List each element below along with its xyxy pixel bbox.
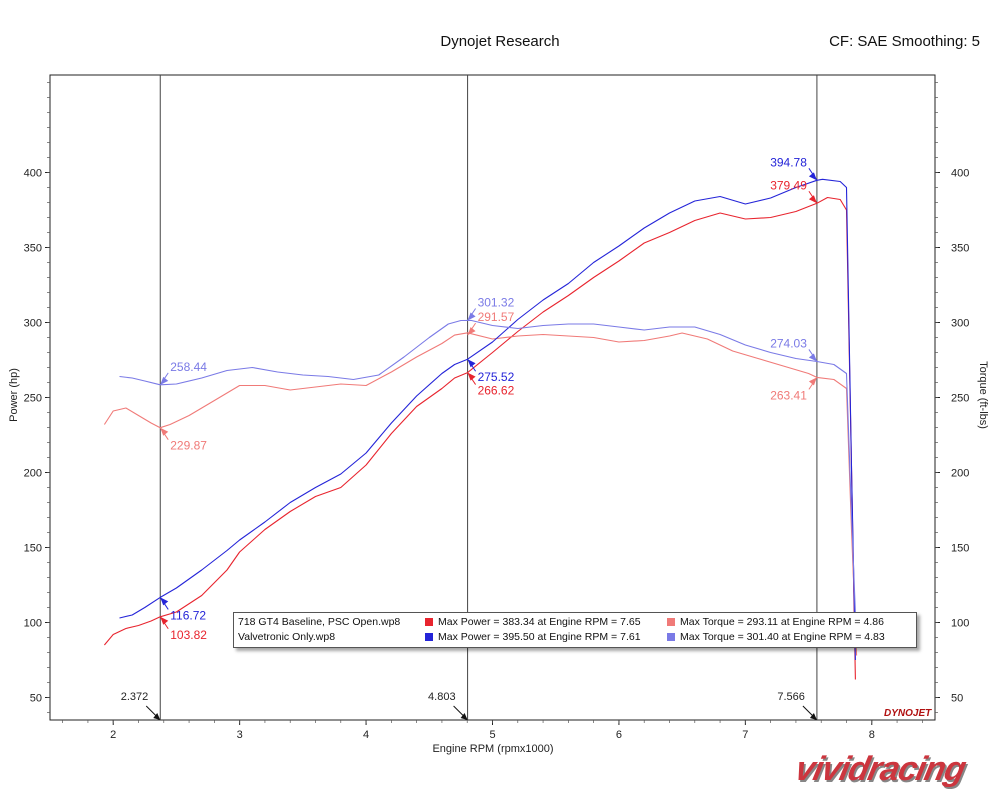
callout-value-label: 274.03: [770, 336, 807, 350]
callout-value-label: 275.52: [478, 370, 515, 384]
cursor-label: 2.372: [121, 691, 149, 703]
x-tick-label: 5: [489, 729, 495, 741]
dynojet-logo: DYNOJET: [884, 708, 931, 719]
legend-file-name: 718 GT4 Baseline, PSC Open.wp8: [238, 615, 400, 630]
legend-box: 718 GT4 Baseline, PSC Open.wp8 Max Power…: [233, 612, 917, 648]
y-tick-label-left: 300: [24, 318, 42, 330]
x-tick-label: 2: [110, 729, 116, 741]
y-tick-label-right: 250: [951, 393, 969, 405]
y-tick-label-right: 200: [951, 468, 969, 480]
legend-power-swatch: [425, 618, 433, 626]
y-tick-label-left: 100: [24, 618, 42, 630]
legend-torque-swatch: [667, 633, 675, 641]
legend-max-power: Max Power = 395.50 at Engine RPM = 7.61: [438, 630, 641, 645]
legend-max-power: Max Power = 383.34 at Engine RPM = 7.65: [438, 615, 641, 630]
callout-value-label: 103.82: [170, 628, 207, 642]
vividracing-watermark: vividracing: [792, 750, 969, 789]
y-tick-label-right: 300: [951, 318, 969, 330]
x-tick-label: 7: [742, 729, 748, 741]
y-tick-label-right: 350: [951, 243, 969, 255]
y-tick-label-left: 150: [24, 543, 42, 555]
y-tick-label-left: 50: [30, 693, 42, 705]
callout-value-label: 291.57: [478, 310, 515, 324]
legend-power-swatch: [425, 633, 433, 641]
legend-file-name: Valvetronic Only.wp8: [238, 630, 335, 645]
legend-max-torque: Max Torque = 301.40 at Engine RPM = 4.83: [680, 630, 885, 645]
y-tick-label-right: 150: [951, 543, 969, 555]
x-tick-label: 4: [363, 729, 369, 741]
callout-value-label: 379.49: [770, 178, 807, 192]
cursor-label: 7.566: [777, 691, 805, 703]
callout-value-label: 266.62: [478, 384, 515, 398]
x-axis-label: Engine RPM (rpmx1000): [432, 743, 553, 755]
y-tick-label-left: 200: [24, 468, 42, 480]
callout-value-label: 229.87: [170, 439, 207, 453]
callout-value-label: 301.32: [478, 296, 515, 310]
y-axis-label-left: Power (hp): [8, 368, 20, 422]
y-axis-label-right: Torque (ft-lbs): [977, 361, 989, 429]
callout-value-label: 258.44: [170, 360, 207, 374]
x-tick-label: 3: [237, 729, 243, 741]
callout-value-label: 263.41: [770, 388, 807, 402]
callout-value-label: 394.78: [770, 155, 807, 169]
legend-torque-swatch: [667, 618, 675, 626]
y-tick-label-right: 50: [951, 693, 963, 705]
y-tick-label-left: 250: [24, 393, 42, 405]
cursor-label: 4.803: [428, 691, 456, 703]
x-tick-label: 8: [869, 729, 875, 741]
y-tick-label-left: 400: [24, 168, 42, 180]
y-tick-label-right: 400: [951, 168, 969, 180]
y-tick-label-right: 100: [951, 618, 969, 630]
x-tick-label: 6: [616, 729, 622, 741]
callout-value-label: 116.72: [170, 608, 206, 622]
legend-max-torque: Max Torque = 293.11 at Engine RPM = 4.86: [680, 615, 884, 630]
y-tick-label-left: 350: [24, 243, 42, 255]
